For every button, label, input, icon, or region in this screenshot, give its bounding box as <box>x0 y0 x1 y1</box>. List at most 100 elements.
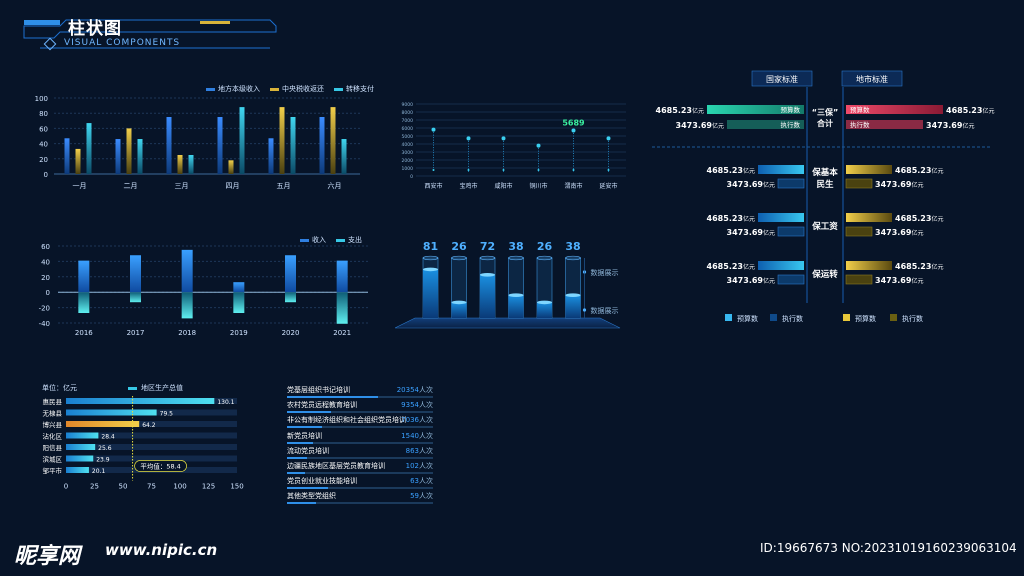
value-label: 4685.23亿元 <box>707 262 755 271</box>
x-tick-label: 三月 <box>175 182 189 190</box>
bar <box>290 117 296 174</box>
unit-label: 亿元 <box>712 122 724 130</box>
bar <box>137 139 143 174</box>
bar-budget-left <box>707 105 804 114</box>
list-item-label: 流动党员培训 <box>287 446 329 455</box>
header-frame <box>23 19 277 51</box>
progress-track <box>287 472 433 474</box>
legend-label: 收入 <box>312 236 326 244</box>
city-dot-chart: 9000 8000 7000 6000 5000 4000 3000 2000 1000 0 西安市… <box>402 102 626 190</box>
y-tick-label: 博兴县 <box>43 420 63 429</box>
value-label: 3473.69亿元 <box>727 180 775 189</box>
list-item-value: 102人次 <box>405 462 433 470</box>
gdp-unit: 单位：亿元 <box>42 384 77 392</box>
data-label: 5689 <box>562 118 585 127</box>
side-dot <box>582 308 587 312</box>
data-label: 64.2 <box>142 422 156 429</box>
data-label: 25.6 <box>98 445 112 452</box>
value-label: 3473.69亿元 <box>926 121 974 130</box>
category-label: 保基本 <box>811 167 838 178</box>
base-dot <box>607 169 610 171</box>
bar-track <box>66 455 237 462</box>
legend-label: 转移支付 <box>346 85 374 93</box>
bar-expense <box>285 292 296 303</box>
bar <box>115 139 121 174</box>
data-point <box>466 136 471 141</box>
y-tick-label: 8000 <box>402 110 414 116</box>
list-item-label: 党员创业就业技能培训 <box>287 477 357 486</box>
legend-swatch <box>843 314 850 321</box>
list-item-unit: 人次 <box>419 462 433 470</box>
category-label: “三保” <box>812 107 839 117</box>
bar-income <box>336 260 348 293</box>
y-tick-label: 60 <box>39 125 48 133</box>
value-label: 3473.69亿元 <box>727 228 775 237</box>
cylinder-fill <box>565 295 581 318</box>
legend-item: 收入 <box>300 235 326 245</box>
x-tick-label: 75 <box>147 483 156 491</box>
value-label: 4685.23亿元 <box>895 214 943 223</box>
y-tick-label: 沾化区 <box>43 432 63 441</box>
legend-item: 中央税收返还 <box>270 84 324 94</box>
y-tick-label: 6000 <box>402 126 414 132</box>
data-point <box>536 143 541 148</box>
x-tick-label: 2021 <box>333 329 351 337</box>
income-bar-chart: 60 40 20 0 -20 -40 2016 2017 2018 2019 2020 2021 <box>39 243 368 337</box>
fill-top <box>508 293 524 297</box>
bar-income <box>181 249 193 293</box>
category-label: 保工资 <box>811 221 838 232</box>
data-label: 23.9 <box>96 457 110 464</box>
bar-expense <box>181 292 193 319</box>
progress-track <box>287 411 433 414</box>
data-point <box>431 127 436 132</box>
bar-budget-left <box>758 213 804 222</box>
bar <box>86 123 92 174</box>
data-label: 81 <box>423 240 438 253</box>
value-label: 4685.23亿元 <box>895 262 943 271</box>
header-box <box>751 70 813 87</box>
bar <box>126 128 132 174</box>
bar-exec-left <box>777 274 805 285</box>
legend-label: 中央税收返还 <box>282 85 324 93</box>
cylinder-fill <box>480 274 495 318</box>
progress-fill <box>287 441 314 444</box>
y-tick-label: 40 <box>41 258 50 266</box>
bar-exec-right <box>845 226 873 237</box>
list-item-unit: 人次 <box>419 446 433 455</box>
fill-top <box>423 267 438 272</box>
gdp-horizontal-bar-chart: 惠民县 130.1 无棣县 79.5 博兴县 64.2 沾化区 28.4 阳信县 25.6 滨城区 2… <box>43 396 244 491</box>
list-item-unit: 人次 <box>419 386 433 394</box>
legend-label: 地区生产总值 <box>141 384 183 392</box>
unit-label: 亿元 <box>911 229 923 237</box>
x-tick-label: 渭南市 <box>564 182 582 190</box>
y-tick-label: 4000 <box>402 142 414 148</box>
x-tick-label: 二月 <box>124 182 138 190</box>
x-tick-label: 铜川市 <box>529 182 547 190</box>
bar-budget-right <box>846 213 892 222</box>
x-tick-label: 2020 <box>282 329 300 337</box>
unit-label: 亿元 <box>692 107 704 115</box>
bar <box>279 107 285 174</box>
bar <box>66 444 96 450</box>
bar <box>319 117 325 174</box>
legend-label: 支出 <box>348 236 362 244</box>
tube-top <box>451 255 467 261</box>
category-label: 民生 <box>816 179 834 190</box>
cylinder-fill <box>508 295 524 318</box>
bar <box>217 117 223 174</box>
value-label: 4685.23亿元 <box>895 166 943 175</box>
bar <box>75 148 81 174</box>
bar-expense <box>130 292 141 303</box>
y-tick-label: 0 <box>44 171 48 179</box>
y-tick-label: 2000 <box>402 158 414 164</box>
y-tick-label: 7000 <box>402 118 414 124</box>
value-label: 3473.69亿元 <box>875 228 923 237</box>
x-tick-label: 延安市 <box>599 182 617 190</box>
x-tick-label: 100 <box>173 483 186 491</box>
unit-label: 亿元 <box>763 229 775 237</box>
unit-label: 亿元 <box>743 263 755 271</box>
bar-label: 执行数 <box>781 120 801 129</box>
unit-label: 亿元 <box>911 181 923 189</box>
watermark-url: www.nipic.cn <box>105 541 218 559</box>
